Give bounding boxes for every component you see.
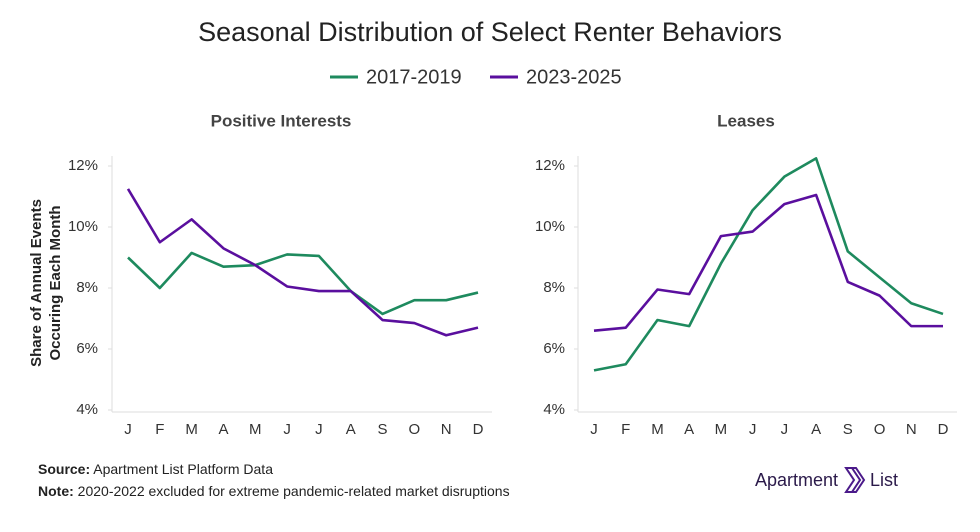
x-tick-label: D: [938, 421, 949, 438]
x-tick-label: O: [874, 421, 886, 438]
legend-label: 2023-2025: [526, 66, 622, 88]
note-text: 2020-2022 excluded for extreme pandemic-…: [78, 483, 510, 499]
x-tick-label: S: [843, 421, 853, 438]
logo-icon: [844, 467, 866, 493]
source: Source: Apartment List Platform Data: [38, 461, 273, 477]
x-tick-label: J: [124, 421, 132, 438]
x-tick-label: O: [409, 421, 421, 438]
x-tick-label: A: [811, 421, 821, 438]
x-tick-label: J: [749, 421, 757, 438]
note: Note: 2020-2022 excluded for extreme pan…: [38, 483, 510, 499]
x-tick-label: A: [218, 421, 228, 438]
series-line: [127, 251, 479, 316]
y-tick-label: 12%: [68, 157, 98, 174]
legend-label: 2017-2019: [366, 66, 462, 88]
x-tick-label: N: [441, 421, 452, 438]
x-tick-label: J: [283, 421, 291, 438]
logo-shape: [851, 467, 862, 493]
source-label: Source:: [38, 461, 90, 477]
x-tick-label: A: [346, 421, 356, 438]
source-text: Apartment List Platform Data: [93, 461, 273, 477]
panel-title: Positive Interests: [211, 111, 352, 130]
y-tick-label: 6%: [543, 340, 565, 357]
x-tick-label: M: [651, 421, 664, 438]
y-tick-label: 6%: [76, 340, 98, 357]
x-tick-label: J: [781, 421, 789, 438]
y-tick-label: 4%: [543, 401, 565, 418]
y-tick-label: 10%: [68, 218, 98, 235]
x-tick-label: J: [315, 421, 323, 438]
y-tick-label: 12%: [535, 157, 565, 174]
x-tick-label: S: [378, 421, 388, 438]
x-tick-label: N: [906, 421, 917, 438]
y-axis-label: Share of Annual Events: [28, 199, 45, 367]
legend: 2017-2019 2023-2025: [330, 66, 622, 88]
logo-text: List: [870, 470, 898, 490]
x-tick-label: D: [473, 421, 484, 438]
y-tick-label: 8%: [543, 279, 565, 296]
x-tick-label: F: [621, 421, 630, 438]
x-tick-label: M: [249, 421, 262, 438]
logo-shape: [844, 467, 866, 493]
x-tick-label: M: [715, 421, 728, 438]
panel-title: Leases: [717, 111, 775, 130]
series-line: [593, 157, 944, 372]
x-tick-label: F: [155, 421, 164, 438]
y-axis-label: Occuring Each Month: [47, 205, 64, 360]
series-line: [593, 193, 943, 332]
x-tick-label: J: [590, 421, 598, 438]
x-tick-label: M: [185, 421, 198, 438]
y-tick-label: 10%: [535, 218, 565, 235]
x-tick-label: A: [684, 421, 694, 438]
y-tick-label: 8%: [76, 279, 98, 296]
note-label: Note:: [38, 483, 74, 499]
y-tick-label: 4%: [76, 401, 98, 418]
chart-title: Seasonal Distribution of Select Renter B…: [198, 17, 782, 47]
logo-text: Apartment: [755, 470, 838, 490]
series-line: [126, 188, 479, 337]
